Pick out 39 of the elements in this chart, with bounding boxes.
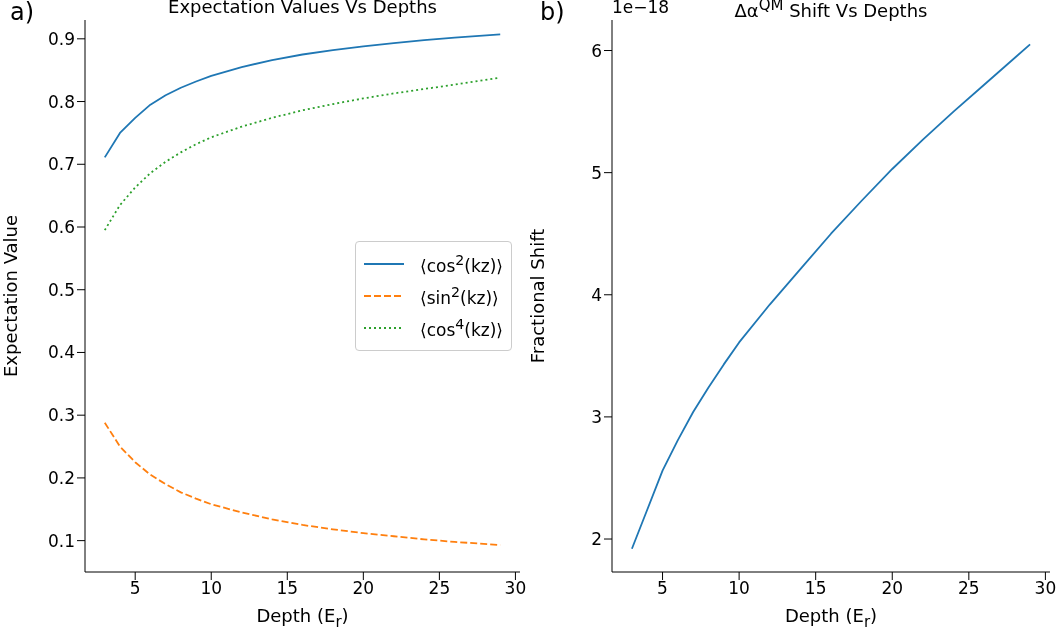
- x-tick-label: 10: [200, 578, 223, 599]
- legend-label: ⟨sin$^{2}$(kz)⟩: [420, 284, 499, 308]
- y-tick-label: 0.6: [47, 217, 75, 238]
- y-tick-label: 0.5: [47, 279, 75, 300]
- y-axis-title: Expectation Value: [0, 214, 21, 378]
- x-tick-label: 25: [958, 578, 980, 599]
- x-tick-label: 15: [276, 578, 299, 599]
- y-tick-label: 0.4: [47, 342, 75, 363]
- x-tick-label: 5: [657, 578, 668, 599]
- y-tick-label: 4: [591, 284, 602, 305]
- y-tick-label: 0.3: [47, 405, 75, 426]
- y-axis-title: Fractional Shift: [526, 228, 548, 364]
- text: a): [10, 0, 35, 26]
- x-tick-label: 30: [504, 578, 527, 599]
- x-tick-label: 20: [352, 578, 375, 599]
- legend-label: ⟨cos$^{4}$(kz)⟩: [420, 316, 503, 340]
- y-tick-label: 0.2: [47, 467, 75, 488]
- x-tick-label: 20: [881, 578, 904, 599]
- text: 1e−18: [612, 0, 670, 17]
- line-series: [103, 33, 502, 159]
- x-tick-label: 5: [129, 578, 141, 599]
- y-tick-label: 6: [591, 40, 602, 61]
- y-tick-label: 0.1: [47, 530, 75, 551]
- x-tick-label: 30: [1034, 578, 1057, 599]
- legend-label: ⟨cos$^{2}$(kz)⟩: [420, 252, 503, 276]
- y-tick-label: 0.8: [47, 91, 75, 112]
- chart-title: Expectation Values Vs Depths: [168, 0, 437, 17]
- x-axis-title: Depth (E$_{r}$): [256, 605, 349, 631]
- line-series: [631, 43, 1031, 550]
- y-tick-label: 3: [591, 406, 602, 427]
- x-tick-label: 15: [804, 578, 827, 599]
- x-tick-label: 10: [728, 578, 750, 599]
- y-tick-label: 0.9: [47, 28, 75, 49]
- x-axis-title: Depth (E$_{r}$): [784, 605, 878, 631]
- text: b): [540, 0, 565, 26]
- y-tick-label: 5: [591, 162, 602, 183]
- x-tick-label: 25: [428, 578, 451, 599]
- y-tick-label: 2: [591, 529, 602, 550]
- y-tick-label: 0.7: [47, 154, 75, 175]
